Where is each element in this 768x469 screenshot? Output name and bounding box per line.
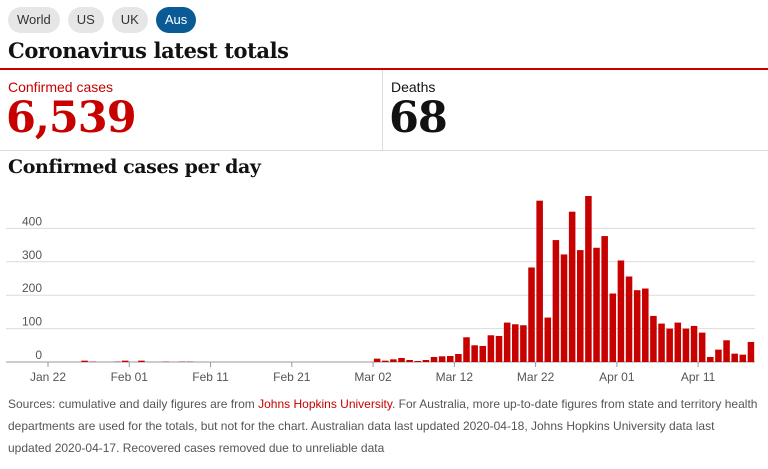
bar	[682, 328, 690, 362]
tab-world[interactable]: World	[8, 7, 60, 33]
bar	[381, 360, 389, 362]
bar	[731, 353, 738, 362]
bar	[723, 340, 730, 362]
x-tick-label: Feb 01	[111, 370, 149, 384]
bar	[528, 267, 535, 362]
bar	[674, 322, 682, 362]
bar	[520, 325, 527, 362]
bar	[479, 345, 487, 362]
bar	[658, 323, 665, 362]
bar	[739, 354, 747, 362]
bar	[121, 360, 129, 362]
bar	[373, 358, 381, 362]
bar	[601, 236, 608, 362]
bar	[625, 276, 633, 362]
y-tick-label: 100	[22, 315, 42, 329]
bar	[455, 353, 462, 362]
y-tick-label: 0	[35, 348, 42, 362]
tab-aus[interactable]: Aus	[155, 7, 197, 33]
bar	[747, 341, 755, 362]
deaths-card: Deaths 68	[383, 70, 768, 150]
bar	[666, 328, 673, 362]
x-tick-label: Mar 12	[436, 370, 474, 384]
bar	[715, 349, 722, 362]
bar	[593, 247, 600, 362]
confirmed-cases-value: 6,539	[6, 93, 137, 143]
y-tick-label: 200	[22, 281, 42, 295]
y-tick-label: 400	[22, 214, 42, 228]
stats-panel: Confirmed cases 6,539 Deaths 68	[0, 70, 768, 151]
bar	[438, 356, 446, 362]
bar	[617, 260, 625, 362]
tab-us[interactable]: US	[67, 7, 104, 33]
bar	[406, 359, 413, 362]
headline: Coronavirus latest totals	[8, 38, 289, 63]
chart-title: Confirmed cases per day	[8, 156, 261, 178]
bar	[390, 359, 397, 362]
bar	[698, 332, 706, 362]
bar	[414, 360, 422, 362]
bar	[609, 293, 617, 362]
region-tabs: World US UK Aus	[8, 7, 197, 33]
bar	[512, 324, 519, 362]
deaths-label: Deaths	[391, 79, 436, 95]
bar	[650, 315, 657, 362]
x-tick-label: Feb 21	[273, 370, 311, 384]
bar	[690, 325, 698, 362]
bar	[707, 356, 714, 362]
bar	[495, 335, 503, 362]
source-suffix: . For Australia, more up-to-date figures…	[8, 397, 758, 455]
bar	[560, 254, 568, 362]
bar	[487, 335, 495, 362]
deaths-value: 68	[389, 93, 448, 143]
bar	[536, 200, 543, 362]
bar	[633, 290, 641, 362]
confirmed-cases-label: Confirmed cases	[8, 79, 114, 95]
bar	[398, 357, 405, 362]
source-prefix: Sources: cumulative and daily figures ar…	[8, 397, 259, 411]
cases-per-day-chart: 0 100 200 300 400 Jan 22 Feb 01 Feb 11 Feb 21 Mar…	[6, 196, 755, 384]
bar	[552, 240, 560, 362]
bar	[568, 211, 576, 362]
bar	[503, 322, 511, 362]
x-tick-label: Mar 02	[354, 370, 392, 384]
x-tick-label: Apr 01	[599, 370, 635, 384]
bar	[642, 288, 649, 362]
tab-uk[interactable]: UK	[111, 7, 148, 33]
bar	[463, 337, 470, 362]
bar	[471, 345, 478, 362]
bar	[585, 196, 592, 362]
bar	[81, 360, 88, 362]
bar	[544, 317, 552, 362]
y-tick-label: 300	[22, 248, 42, 262]
bar	[577, 250, 584, 362]
source-link[interactable]: Johns Hopkins University	[258, 397, 392, 411]
x-tick-label: Mar 22	[517, 370, 555, 384]
bar	[422, 359, 430, 362]
bar	[446, 355, 454, 362]
x-tick-label: Jan 22	[30, 370, 66, 384]
confirmed-cases-card: Confirmed cases 6,539	[0, 70, 383, 150]
source-note: Sources: cumulative and daily figures ar…	[8, 393, 758, 459]
accent-rule	[0, 68, 768, 70]
bar	[430, 356, 438, 362]
x-tick-label: Feb 11	[192, 370, 229, 384]
x-tick-label: Apr 11	[681, 370, 716, 384]
bar	[138, 360, 145, 362]
